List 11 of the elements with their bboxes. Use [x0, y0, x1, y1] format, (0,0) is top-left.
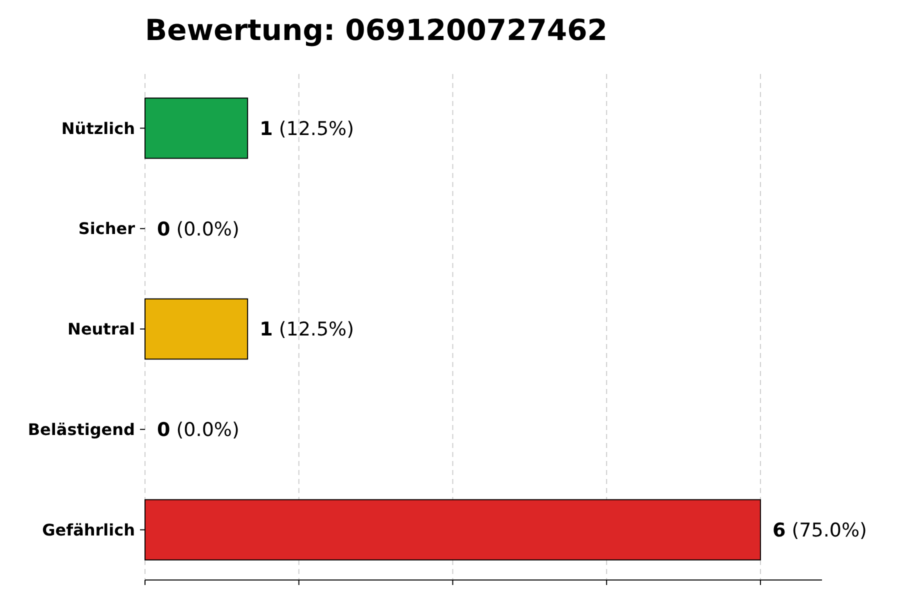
y-tick-label: Gefährlich: [42, 520, 135, 540]
data-label: 0 (0.0%): [157, 419, 240, 442]
data-label: 1 (12.5%): [260, 318, 354, 341]
y-tick-label: Sicher: [78, 219, 136, 238]
y-tick-label: Nützlich: [61, 118, 135, 138]
chart-title: Bewertung: 0691200727462: [145, 13, 608, 47]
data-label: 1 (12.5%): [260, 118, 354, 140]
data-label: 6 (75.0%): [772, 519, 867, 542]
data-label: 0 (0.0%): [157, 218, 240, 240]
y-tick-label: Neutral: [68, 320, 135, 339]
y-tick-label: Belästigend: [28, 420, 135, 439]
